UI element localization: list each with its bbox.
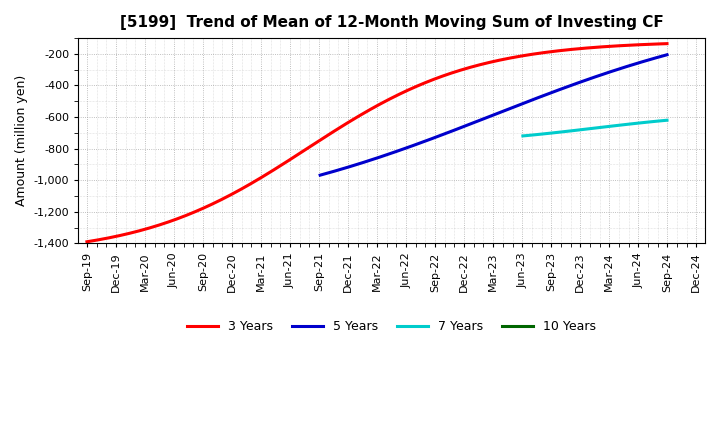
7 Years [634, 121, 643, 126]
3 Years [83, 239, 91, 244]
7 Years [564, 128, 572, 134]
Line: 7 Years: 7 Years [523, 120, 667, 136]
7 Years [624, 121, 632, 127]
7 Years [518, 133, 527, 139]
Legend: 3 Years, 5 Years, 7 Years, 10 Years: 3 Years, 5 Years, 7 Years, 10 Years [182, 315, 601, 338]
3 Years [307, 143, 316, 148]
3 Years [256, 176, 265, 181]
5 Years [534, 95, 542, 100]
7 Years [662, 117, 671, 123]
Line: 5 Years: 5 Years [320, 55, 667, 175]
7 Years [642, 120, 651, 125]
3 Years [513, 54, 521, 59]
Y-axis label: Amount (million yen): Amount (million yen) [15, 75, 28, 206]
7 Years [548, 130, 557, 136]
Title: [5199]  Trend of Mean of 12-Month Moving Sum of Investing CF: [5199] Trend of Mean of 12-Month Moving … [120, 15, 663, 30]
5 Years [493, 111, 502, 116]
3 Years [394, 92, 402, 97]
5 Years [474, 118, 483, 123]
3 Years [454, 68, 462, 73]
3 Years [455, 68, 464, 73]
5 Years [559, 86, 567, 91]
5 Years [316, 172, 325, 178]
Line: 3 Years: 3 Years [87, 44, 667, 242]
5 Years [662, 52, 671, 57]
5 Years [603, 70, 611, 76]
5 Years [374, 155, 383, 160]
3 Years [662, 41, 671, 46]
7 Years [603, 124, 611, 129]
